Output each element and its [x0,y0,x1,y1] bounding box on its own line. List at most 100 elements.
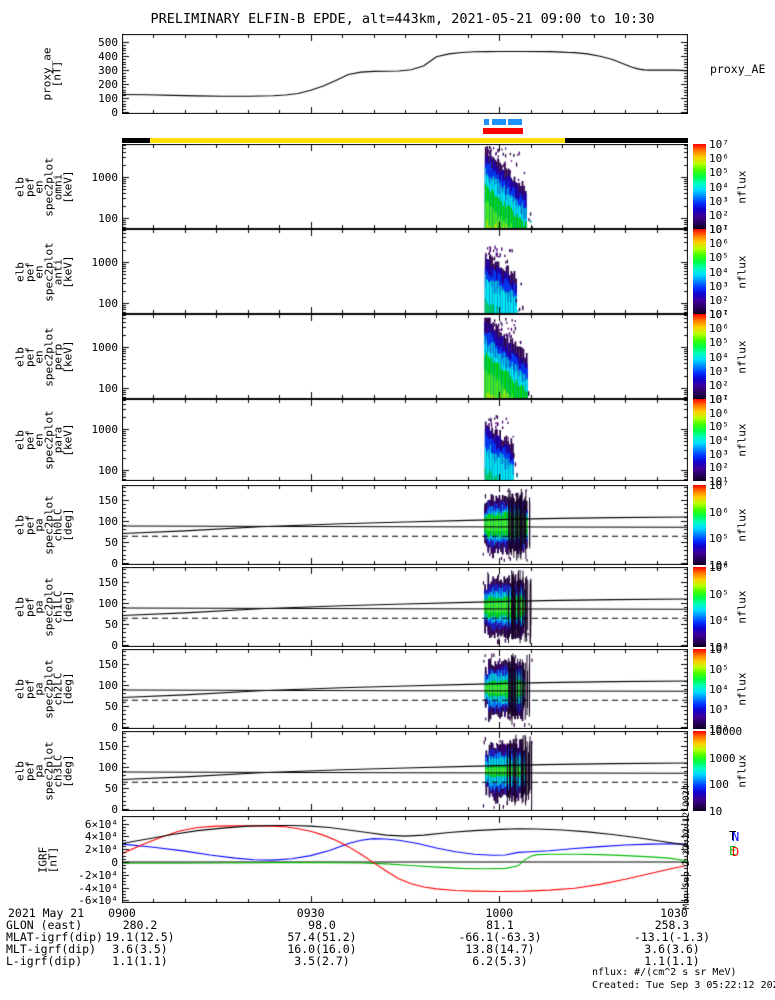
colorbar-label: 10⁴ [709,683,729,696]
y-tick-label: 0 [111,803,118,816]
colorbar-label: 10⁶ [709,406,729,420]
colorbar-label: 10⁶ [709,643,729,656]
igrf-legend-D: D [732,845,740,859]
footer-value: 81.1 [486,918,514,932]
y-tick-label: 50 [104,781,118,795]
created-note: Created: Tue Sep 3 05:22:12 2024 [592,980,775,991]
y-tick-label: 100 [98,92,118,105]
colorbar-label: 10⁶ [709,237,729,251]
colorbar-pa_spec2plot_ch1LC [693,567,706,647]
y-tick-label: 1000 [91,341,119,354]
colorbar-label: 10⁵ [709,420,729,434]
proxy-ae-right-label: proxy_AE [710,62,766,76]
time-tick-label: 0930 [296,906,325,920]
plot-title: PRELIMINARY ELFIN-B EPDE, alt=443km, 202… [150,11,655,27]
colorbar-title: nflux [735,508,749,542]
colorbar-label: 10⁴ [709,180,729,194]
colorbar-label: 10⁷ [709,223,729,236]
footer-row-label: MLT-igrf(dip) [6,942,97,956]
y-tick-label: 1000 [91,256,119,269]
panel-canvas-pa_spec2plot_ch1LC [122,567,688,647]
ylabel-line: [keV] [61,339,74,374]
colorbar-label: 10⁶ [709,561,729,574]
footer-value: 13.8(14.7) [465,942,535,956]
footer-value: 6.2(5.3) [472,954,528,968]
colorbar-label: 1000 [709,751,736,765]
y-tick-label: 1000 [91,423,119,436]
colorbar-label: 10² [709,723,729,736]
footer-value: 1.1(1.1) [112,954,168,968]
time-tick-label: 0900 [108,906,136,920]
science-zone-blue-bar [484,119,490,125]
y-tick-label: 500 [98,36,118,49]
colorbar-label: 10³ [709,703,729,716]
colorbar-en_spec2plot_omni [693,144,706,229]
time-tick-label: 1000 [485,906,514,920]
y-tick-label: 150 [98,575,118,589]
colorbar-label: 10⁷ [709,393,729,406]
panel-ylabel-en_spec2plot_anti: elb pef en spec2plot anti [keV] [14,242,75,302]
footer-value: -66.1(-63.3) [458,930,542,944]
panel-ylabel-en_spec2plot_para: elb pef en spec2plot para [keV] [14,410,75,470]
y-tick-label: 100 [98,760,118,774]
y-tick-label: 150 [98,493,118,507]
colorbar-title: nflux [735,423,749,457]
colorbar-label: 100 [709,778,729,792]
epoch-bar-segment [150,138,565,143]
y-tick-label: -2×10⁴ [78,868,118,882]
colorbar-title: nflux [735,169,749,204]
y-tick-label: 100 [98,596,118,610]
colorbar-label: 10⁷ [709,138,729,151]
panel-ylabel-en_spec2plot_perp: elb pef en spec2plot perp [keV] [14,327,75,387]
colorbar-en_spec2plot_para [693,399,706,481]
colorbar-label: 10 [709,805,723,818]
y-tick-label: 150 [98,739,118,753]
panel-canvas-en_spec2plot_omni [122,144,688,229]
footer-row-label: L-igrf(dip) [6,954,83,968]
y-tick-label: 0 [111,557,118,570]
colorbar-label: 10⁴ [709,614,729,628]
panel-canvas-pa_spec2plot_ch2LC [122,649,688,729]
science-zone-blue-bar [491,119,507,125]
colorbar-en_spec2plot_anti [693,229,706,314]
y-tick-label: 150 [98,657,118,671]
colorbar-en_spec2plot_perp [693,314,706,399]
panel-canvas-en_spec2plot_para [122,399,688,481]
colorbar-label: 10³ [709,279,729,293]
panel-canvas-en_spec2plot_anti [122,229,688,314]
colorbar-label: 10⁵ [709,532,729,546]
colorbar-label: 10³ [709,194,729,208]
y-tick-label: 100 [98,382,118,395]
ylabel-line: [deg] [61,754,74,788]
footer-value: 19.1(12.5) [105,930,175,944]
colorbar-label: 10² [709,208,729,222]
y-tick-label: 0 [111,856,118,869]
y-tick-label: -6×10⁴ [78,894,118,908]
y-tick-label: 100 [98,297,118,310]
igrf-legend-N: N [732,830,740,844]
colorbar-label: 10¹ [709,308,729,321]
colorbar-label: 10² [709,461,729,475]
y-tick-label: 100 [98,212,118,225]
colorbar-label: 10⁶ [709,322,729,336]
y-tick-label: 100 [98,678,118,692]
y-tick-label: 100 [98,514,118,528]
footer-value: 1.1(1.1) [644,954,700,968]
y-tick-label: 100 [98,464,118,477]
y-tick-label: 400 [98,50,118,63]
colorbar-label: 10¹ [709,223,729,236]
panel-canvas-en_spec2plot_perp [122,314,688,399]
panel-ylabel-proxy_ae: proxy_ae [nT] [41,48,64,101]
colorbar-pa_spec2plot_ch2LC [693,649,706,729]
y-tick-label: 300 [98,64,118,77]
colorbar-label: 10³ [709,364,729,378]
footer-value: 3.6(3.5) [112,942,168,956]
colorbar-title: nflux [735,672,749,706]
footer-value: -13.1(-1.3) [633,930,711,944]
colorbar-title: nflux [735,590,749,624]
colorbar-label: 10² [709,293,729,307]
colorbar-label: 10³ [709,447,729,461]
footer-value: 3.6(3.6) [644,942,700,956]
colorbar-label: 10⁴ [709,559,729,572]
